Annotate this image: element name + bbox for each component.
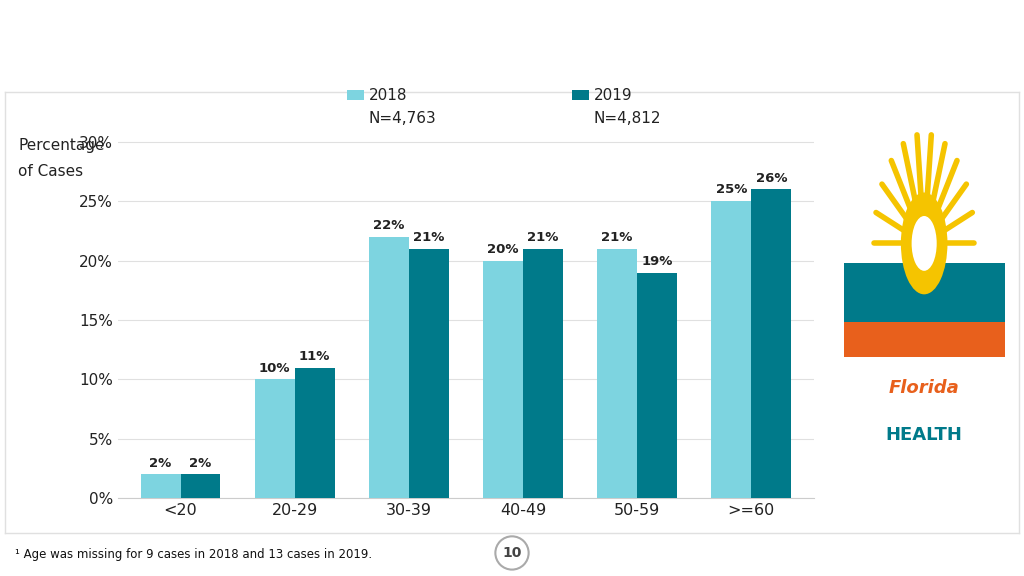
Text: Percentage: Percentage bbox=[18, 138, 104, 153]
Text: Chronic Hepatitis B by Age Group¹: Chronic Hepatitis B by Age Group¹ bbox=[110, 24, 914, 66]
Text: N=4,812: N=4,812 bbox=[594, 111, 662, 126]
Text: 20%: 20% bbox=[487, 243, 519, 256]
Text: 11%: 11% bbox=[299, 350, 331, 363]
Text: 2019: 2019 bbox=[594, 88, 633, 103]
Text: 21%: 21% bbox=[413, 231, 444, 244]
Text: 10%: 10% bbox=[259, 362, 291, 375]
Text: 2018: 2018 bbox=[369, 88, 408, 103]
Bar bbox=[140, 475, 180, 498]
Text: Florida: Florida bbox=[889, 380, 959, 397]
Text: 25%: 25% bbox=[716, 184, 748, 196]
Text: N=4,763: N=4,763 bbox=[369, 111, 436, 126]
Bar bbox=[180, 475, 220, 498]
Circle shape bbox=[911, 216, 937, 271]
Text: 2%: 2% bbox=[150, 457, 172, 470]
Bar bbox=[597, 249, 637, 498]
Bar bbox=[572, 90, 589, 100]
Text: of Cases: of Cases bbox=[18, 164, 84, 179]
Bar bbox=[752, 190, 792, 498]
Text: 21%: 21% bbox=[601, 231, 633, 244]
Bar bbox=[255, 380, 295, 498]
Text: 19%: 19% bbox=[641, 255, 673, 268]
Text: 2%: 2% bbox=[189, 457, 212, 470]
Bar bbox=[483, 260, 523, 498]
Bar bbox=[844, 322, 1005, 357]
Bar bbox=[637, 272, 677, 498]
Circle shape bbox=[901, 192, 947, 294]
Bar bbox=[712, 201, 752, 498]
Bar bbox=[369, 237, 409, 498]
Text: 26%: 26% bbox=[756, 172, 787, 184]
Bar bbox=[844, 263, 1005, 329]
Bar bbox=[523, 249, 563, 498]
Text: 10: 10 bbox=[503, 546, 521, 560]
Bar bbox=[409, 249, 449, 498]
Bar bbox=[295, 367, 335, 498]
Text: 22%: 22% bbox=[373, 219, 404, 232]
Bar bbox=[347, 90, 364, 100]
Text: 21%: 21% bbox=[527, 231, 559, 244]
Text: HEALTH: HEALTH bbox=[886, 426, 963, 444]
Text: ¹ Age was missing for 9 cases in 2018 and 13 cases in 2019.: ¹ Age was missing for 9 cases in 2018 an… bbox=[15, 548, 373, 560]
